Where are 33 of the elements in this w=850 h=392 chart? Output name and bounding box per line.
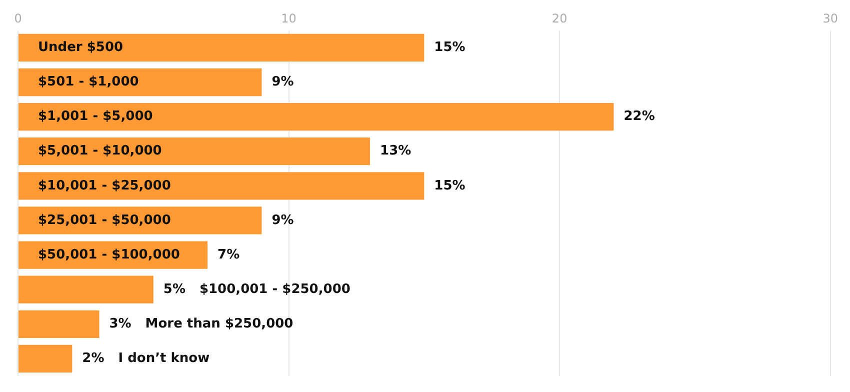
data-label: 9%: [272, 74, 294, 90]
bar: [18, 172, 424, 200]
data-label: 5%: [163, 282, 186, 297]
y-tick-label: $50,001 - $100,000: [38, 247, 180, 262]
data-label: 7%: [218, 247, 240, 262]
data-label: 15%: [434, 40, 466, 56]
y-tick-label: $1,001 - $5,000: [38, 109, 153, 124]
y-tick-label: More than $250,000: [145, 316, 294, 332]
x-tick-label: 30: [822, 11, 838, 26]
bar: [18, 68, 262, 96]
bar: [18, 138, 370, 166]
data-label: 3%: [109, 316, 132, 332]
bar: [18, 310, 100, 338]
data-label: 13%: [380, 144, 412, 159]
y-tick-label: $25,001 - $50,000: [38, 212, 171, 228]
data-label: 15%: [434, 178, 466, 194]
bar: [18, 34, 424, 62]
bar: [18, 344, 72, 373]
y-tick-label: Under $500: [38, 40, 124, 56]
data-label: 2%: [82, 351, 104, 366]
bar: [18, 102, 614, 131]
y-tick-label: $5,001 - $10,000: [38, 144, 162, 159]
y-tick-label: I don’t know: [118, 351, 210, 366]
x-tick-label: 20: [552, 11, 568, 26]
bar: [18, 276, 154, 304]
data-label: 9%: [272, 212, 294, 228]
y-tick-label: $501 - $1,000: [38, 74, 139, 90]
y-tick-label: $10,001 - $25,000: [38, 178, 171, 194]
data-label: 22%: [624, 109, 655, 124]
bar: [18, 206, 262, 234]
x-tick-label: 0: [14, 11, 22, 26]
y-tick-label: $100,001 - $250,000: [199, 282, 350, 297]
x-tick-label: 10: [281, 11, 296, 26]
